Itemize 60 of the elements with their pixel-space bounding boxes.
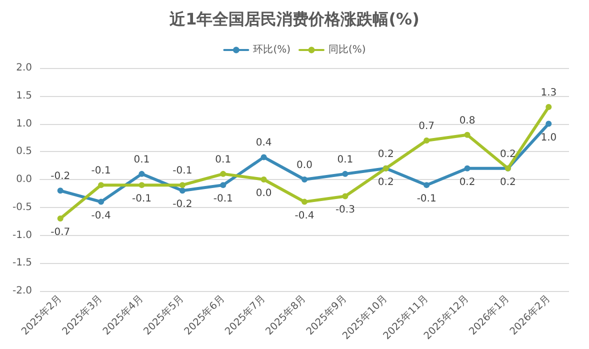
- point: [57, 188, 64, 194]
- data-label: 1.3: [540, 88, 557, 99]
- data-label: 0.0: [296, 160, 312, 171]
- point: [546, 120, 552, 127]
- data-label: -0.4: [91, 210, 111, 222]
- legend-label: 环比(%): [253, 44, 291, 56]
- point: [342, 170, 348, 177]
- data-label: 0.2: [378, 148, 394, 160]
- data-label: 0.0: [256, 188, 272, 199]
- data-label: -0.4: [294, 210, 314, 222]
- point: [98, 198, 104, 205]
- data-label: -0.1: [172, 166, 192, 177]
- data-label: -0.1: [91, 166, 111, 177]
- point: [260, 154, 267, 160]
- point: [342, 193, 348, 200]
- point: [179, 188, 186, 194]
- data-label: -0.1: [213, 194, 233, 205]
- data-label: 0.1: [337, 154, 354, 166]
- point: [98, 182, 104, 188]
- point: [546, 104, 552, 110]
- data-label: 0.8: [459, 115, 476, 126]
- y-tick-label: -0.5: [12, 202, 32, 213]
- y-tick-label: 1.0: [16, 118, 32, 130]
- data-label: -0.7: [50, 227, 70, 238]
- point: [424, 182, 430, 188]
- data-label: 0.1: [134, 154, 150, 166]
- data-label: -0.2: [172, 199, 192, 210]
- y-tick-label: 2.0: [16, 62, 32, 74]
- point: [220, 170, 226, 177]
- data-label: 0.2: [500, 176, 516, 188]
- y-tick-label: -1.5: [12, 258, 32, 269]
- chart-title: 近1年全国居民消费价格涨跌幅(%): [168, 10, 420, 28]
- point: [302, 176, 308, 182]
- data-label: -0.1: [132, 194, 152, 205]
- data-label: 1.0: [540, 132, 557, 144]
- point: [220, 182, 226, 188]
- y-tick-label: 0.0: [16, 174, 32, 185]
- data-label: 0.2: [500, 148, 516, 160]
- data-label: 0.4: [256, 138, 272, 149]
- point: [179, 182, 186, 188]
- point: [464, 165, 470, 172]
- y-tick-label: -2.0: [12, 286, 32, 296]
- point: [138, 182, 145, 188]
- data-label: 0.7: [418, 120, 435, 132]
- point: [138, 170, 145, 177]
- point: [424, 137, 430, 144]
- point: [464, 132, 470, 138]
- data-label: -0.1: [416, 194, 436, 205]
- data-label: 0.2: [378, 176, 394, 188]
- y-tick-label: -1.0: [12, 230, 32, 241]
- data-label: -0.2: [50, 171, 70, 182]
- y-tick-label: 0.5: [16, 146, 32, 158]
- data-label: -0.3: [335, 204, 355, 216]
- data-label: 0.1: [215, 154, 232, 166]
- point: [57, 216, 64, 222]
- point: [302, 198, 308, 205]
- legend-label: 同比(%): [328, 44, 366, 56]
- y-tick-label: 1.5: [16, 90, 32, 102]
- data-label: 0.2: [459, 176, 476, 188]
- point: [260, 176, 267, 182]
